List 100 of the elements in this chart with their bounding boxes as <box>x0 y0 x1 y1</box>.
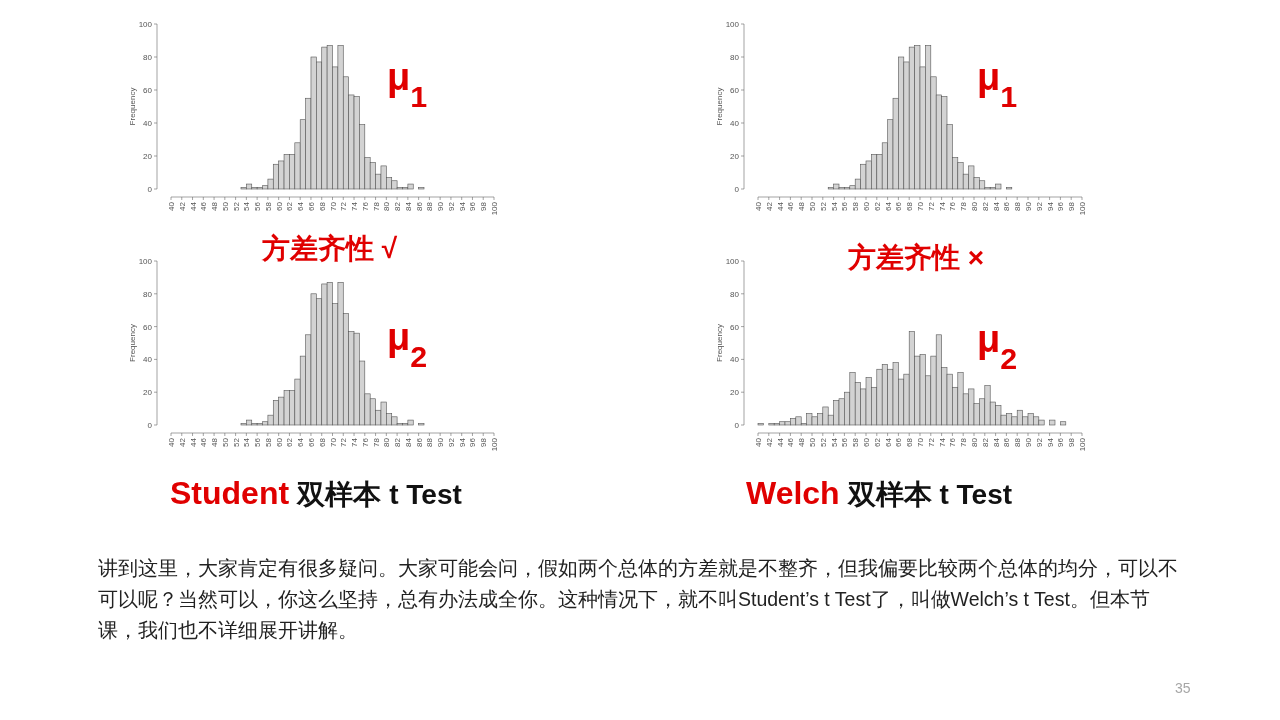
x-tick-label: 72 <box>926 437 936 447</box>
x-tick-label: 50 <box>220 437 230 447</box>
y-tick-label: 20 <box>143 388 153 398</box>
x-tick-label: 46 <box>199 201 209 211</box>
y-tick-label: 60 <box>730 86 740 95</box>
y-tick-label: 100 <box>725 257 740 266</box>
y-tick-label: 0 <box>147 185 153 194</box>
x-tick-label: 60 <box>274 437 284 447</box>
x-tick-label: 74 <box>350 437 360 447</box>
x-tick-label: 68 <box>317 437 327 447</box>
x-tick-label: 68 <box>905 437 915 447</box>
x-tick-label: 42 <box>177 437 187 447</box>
y-tick-label: 100 <box>138 20 153 29</box>
x-tick-label: 44 <box>188 201 198 211</box>
x-tick-label: 84 <box>403 201 413 211</box>
x-tick-label: 76 <box>360 437 370 447</box>
y-tick-label: 100 <box>725 20 740 29</box>
y-axis-title: Frequency <box>715 324 724 362</box>
x-tick-label: 64 <box>883 437 893 447</box>
x-tick-label: 82 <box>393 437 403 447</box>
x-tick-label: 94 <box>1045 201 1055 211</box>
x-tick-label: 80 <box>970 201 979 211</box>
x-tick-label: 68 <box>317 201 327 211</box>
x-tick-label: 64 <box>296 437 306 447</box>
x-tick-label: 66 <box>306 437 316 447</box>
x-tick-label: 54 <box>829 437 839 447</box>
x-tick-label: 62 <box>872 201 882 211</box>
x-tick-label: 54 <box>829 201 839 211</box>
x-tick-label: 56 <box>253 437 263 447</box>
x-tick-label: 40 <box>167 437 176 447</box>
x-tick-label: 78 <box>371 437 381 447</box>
x-tick-label: 98 <box>479 437 489 447</box>
x-tick-label: 46 <box>786 437 796 447</box>
y-tick-label: 0 <box>734 421 740 430</box>
x-tick-label: 52 <box>818 437 828 447</box>
annotation: μ$_{1}$ <box>977 56 1018 113</box>
x-tick-label: 74 <box>937 437 947 447</box>
x-tick-label: 54 <box>242 437 252 447</box>
x-tick-label: 100 <box>1078 201 1087 216</box>
x-tick-label: 64 <box>296 201 306 211</box>
annotation: μ$_{2}$ <box>387 316 428 373</box>
text: Welch <box>746 475 840 511</box>
x-tick-label: 46 <box>786 201 796 211</box>
x-tick-label: 84 <box>991 201 1001 211</box>
x-tick-label: 50 <box>808 201 817 211</box>
x-tick-label: 44 <box>188 437 198 447</box>
y-tick-label: 40 <box>143 355 153 365</box>
y-tick-label: 20 <box>730 152 740 161</box>
x-tick-label: 96 <box>1056 437 1066 447</box>
x-tick-label: 98 <box>1067 201 1077 211</box>
x-tick-label: 94 <box>457 437 467 447</box>
x-tick-label: 46 <box>199 437 209 447</box>
y-axis-title: Frequency <box>715 87 724 126</box>
y-tick-label: 20 <box>730 388 740 398</box>
x-tick-label: 44 <box>775 437 785 447</box>
x-tick-label: 48 <box>210 201 220 211</box>
x-tick-label: 62 <box>872 437 882 447</box>
y-tick-label: 80 <box>730 53 740 62</box>
x-tick-label: 86 <box>1002 201 1012 211</box>
x-tick-label: 56 <box>840 437 850 447</box>
x-tick-label: 60 <box>274 201 284 211</box>
x-tick-label: 82 <box>980 201 990 211</box>
x-tick-label: 44 <box>775 201 785 211</box>
x-tick-label: 56 <box>253 201 263 211</box>
x-tick-label: 92 <box>1034 201 1044 211</box>
x-tick-label: 58 <box>263 437 273 447</box>
x-tick-label: 98 <box>1067 437 1077 447</box>
x-tick-label: 70 <box>916 437 925 447</box>
x-tick-label: 90 <box>436 437 446 447</box>
x-tick-label: 84 <box>991 437 1001 447</box>
x-tick-label: 62 <box>285 437 295 447</box>
x-tick-label: 76 <box>360 201 370 211</box>
x-tick-label: 74 <box>937 201 947 211</box>
x-tick-label: 66 <box>306 201 316 211</box>
x-tick-label: 60 <box>862 437 871 447</box>
x-tick-label: 42 <box>177 201 187 211</box>
x-tick-label: 48 <box>210 437 220 447</box>
x-tick-label: 62 <box>285 201 295 211</box>
x-tick-label: 70 <box>328 201 338 211</box>
y-tick-label: 60 <box>730 322 740 332</box>
text: Student <box>170 475 290 511</box>
x-tick-label: 82 <box>980 437 990 447</box>
x-tick-label: 60 <box>862 201 871 211</box>
annotation: μ$_{2}$ <box>977 318 1018 375</box>
x-tick-label: 72 <box>926 201 936 211</box>
y-tick-label: 40 <box>730 119 740 128</box>
y-tick-label: 100 <box>138 257 153 266</box>
text: 讲到这里，大家肯定有很多疑问。大家可能会问，假如两个总体的方差就是不整齐，但我偏要比较两个总体的均分，可以不可以呢？当然可以，你这么坚持，总有办法成全你。这种情况下，就不叫Student’s t Test了，叫做Welch’s t Test。但本节课，我们也不详细展开讲解。 <box>98 556 1179 643</box>
annotation: μ$_{1}$ <box>387 56 428 113</box>
y-tick-label: 60 <box>143 322 153 332</box>
x-tick-label: 96 <box>468 437 478 447</box>
y-tick-label: 40 <box>143 119 153 128</box>
x-tick-label: 92 <box>446 437 456 447</box>
x-tick-label: 52 <box>231 437 241 447</box>
x-tick-label: 100 <box>490 201 499 216</box>
x-tick-label: 94 <box>1045 437 1055 447</box>
y-tick-label: 0 <box>734 185 740 194</box>
x-tick-label: 100 <box>490 437 499 452</box>
x-tick-label: 50 <box>220 201 230 211</box>
x-tick-label: 58 <box>851 201 861 211</box>
